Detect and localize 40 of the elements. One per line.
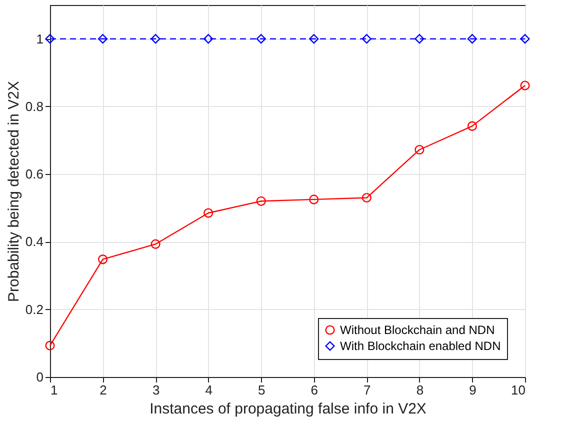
- point: [414, 144, 424, 155]
- x-tick-label: 8: [416, 382, 424, 398]
- point: [45, 340, 55, 350]
- y-tick-label: 0: [36, 370, 44, 384]
- point: [98, 34, 108, 44]
- point: [467, 34, 478, 44]
- point: [150, 239, 160, 249]
- x-tick-label: 10: [511, 382, 526, 398]
- point: [467, 121, 478, 131]
- y-tick-label: 0.8: [25, 98, 44, 114]
- x-tick-label: 6: [310, 382, 318, 398]
- point: [150, 34, 160, 44]
- legend-label: With Blockchain enabled NDN: [340, 339, 501, 353]
- y-axis-title: Probability being detected in V2X: [5, 81, 22, 302]
- point: [98, 254, 108, 264]
- point: [45, 34, 55, 44]
- x-tick-label: 3: [152, 382, 160, 398]
- point: [204, 208, 214, 218]
- x-tick-label: 9: [469, 382, 476, 398]
- x-tick-label: 7: [364, 382, 371, 398]
- point: [256, 34, 266, 44]
- point: [362, 192, 372, 203]
- point: [309, 194, 319, 204]
- point: [520, 80, 530, 90]
- y-tick-label: 0.6: [25, 166, 44, 182]
- point: [256, 196, 266, 206]
- point: [362, 34, 372, 44]
- x-tick-label: 5: [258, 382, 266, 398]
- point: [204, 34, 214, 44]
- x-tick-label: 1: [50, 382, 58, 398]
- point: [414, 34, 424, 44]
- y-tick-label: 0.2: [25, 302, 44, 317]
- x-tick-label: 4: [205, 382, 212, 398]
- point: [309, 34, 319, 44]
- point: [520, 34, 530, 44]
- legend-label: Without Blockchain and NDN: [340, 323, 495, 337]
- x-axis-title: Instances of propagating false info in V2X: [150, 400, 426, 418]
- y-tick-label: 0.4: [25, 234, 44, 250]
- x-tick-label: 2: [100, 382, 107, 398]
- y-tick-label: 1: [36, 31, 44, 46]
